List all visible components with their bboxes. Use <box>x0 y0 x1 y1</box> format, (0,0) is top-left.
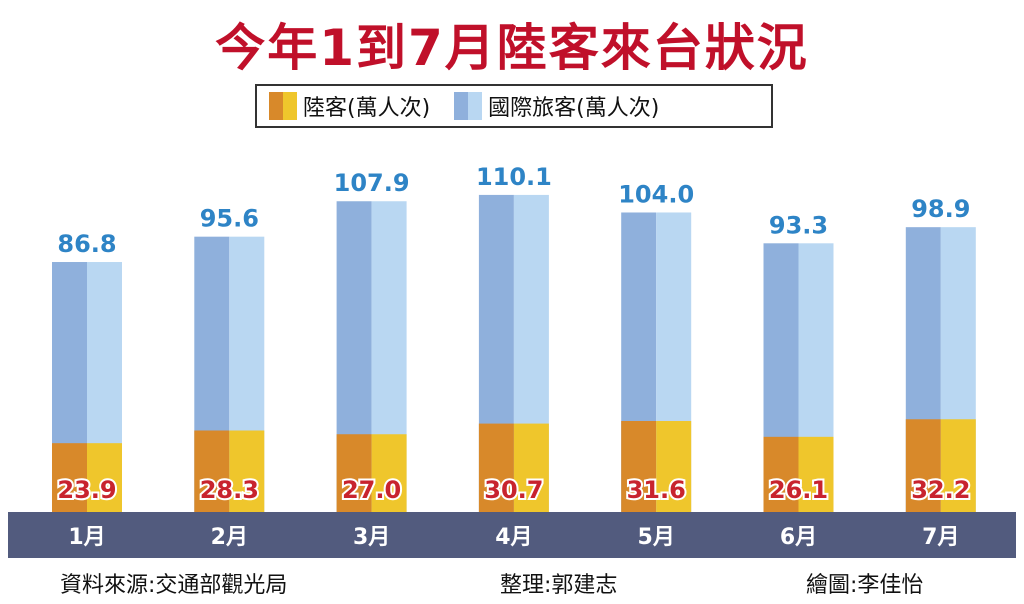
label-mainland-2: 28.3 <box>200 476 259 504</box>
legend: 陸客(萬人次) 國際旅客(萬人次) <box>255 84 773 128</box>
international-swatch-icon <box>454 92 483 120</box>
bar-mainland-highlight-4 <box>513 423 549 512</box>
bar-mainland-highlight-7 <box>940 419 976 512</box>
footer-source: 資料來源:交通部觀光局 <box>60 573 288 598</box>
bar-mainland-3 <box>336 434 372 512</box>
legend-item-international: 國際旅客(萬人次) <box>454 90 659 122</box>
mainland-swatch-icon <box>269 92 297 120</box>
bar-mainland-6 <box>763 436 799 512</box>
category-label-5: 5月 <box>638 525 675 550</box>
bar-mainland-2 <box>194 430 230 512</box>
footer-artist: 繪圖:李佳怡 <box>806 573 924 598</box>
footer-editor: 整理:郭建志 <box>500 573 618 598</box>
label-mainland-4: 30.7 <box>484 476 543 504</box>
label-mainland-6: 26.1 <box>769 476 828 504</box>
legend-label-international: 國際旅客(萬人次) <box>488 96 660 121</box>
label-international-5: 104.0 <box>618 180 694 208</box>
axis-band <box>8 512 1016 558</box>
category-label-7: 7月 <box>922 525 959 550</box>
bar-mainland-highlight-6 <box>798 436 834 512</box>
label-mainland-1: 23.9 <box>57 476 116 504</box>
label-international-2: 95.6 <box>200 205 259 233</box>
label-international-7: 98.9 <box>911 195 970 223</box>
category-label-3: 3月 <box>353 525 390 550</box>
bar-mainland-highlight-2 <box>229 430 265 512</box>
category-label-2: 2月 <box>211 525 248 550</box>
bar-mainland-highlight-5 <box>656 420 692 512</box>
category-label-4: 4月 <box>495 525 532 550</box>
label-international-6: 93.3 <box>769 211 828 239</box>
bar-mainland-5 <box>621 420 657 512</box>
legend-label-mainland: 陸客(萬人次) <box>303 96 431 121</box>
bar-mainland-1 <box>52 443 87 512</box>
bar-mainland-highlight-1 <box>87 443 122 512</box>
label-mainland-5: 31.6 <box>627 476 686 504</box>
bar-mainland-highlight-3 <box>371 434 407 512</box>
bar-mainland-7 <box>905 419 941 512</box>
label-mainland-7: 32.2 <box>911 476 970 504</box>
category-label-1: 1月 <box>68 525 105 550</box>
label-mainland-3: 27.0 <box>342 476 401 504</box>
label-international-4: 110.1 <box>476 163 552 191</box>
legend-item-mainland: 陸客(萬人次) <box>269 90 430 122</box>
label-international-3: 107.9 <box>334 169 410 197</box>
label-international-1: 86.8 <box>57 230 116 258</box>
bar-mainland-4 <box>478 423 514 512</box>
category-label-6: 6月 <box>780 525 817 550</box>
chart-title: 今年1到7月陸客來台狀況 <box>215 19 809 77</box>
